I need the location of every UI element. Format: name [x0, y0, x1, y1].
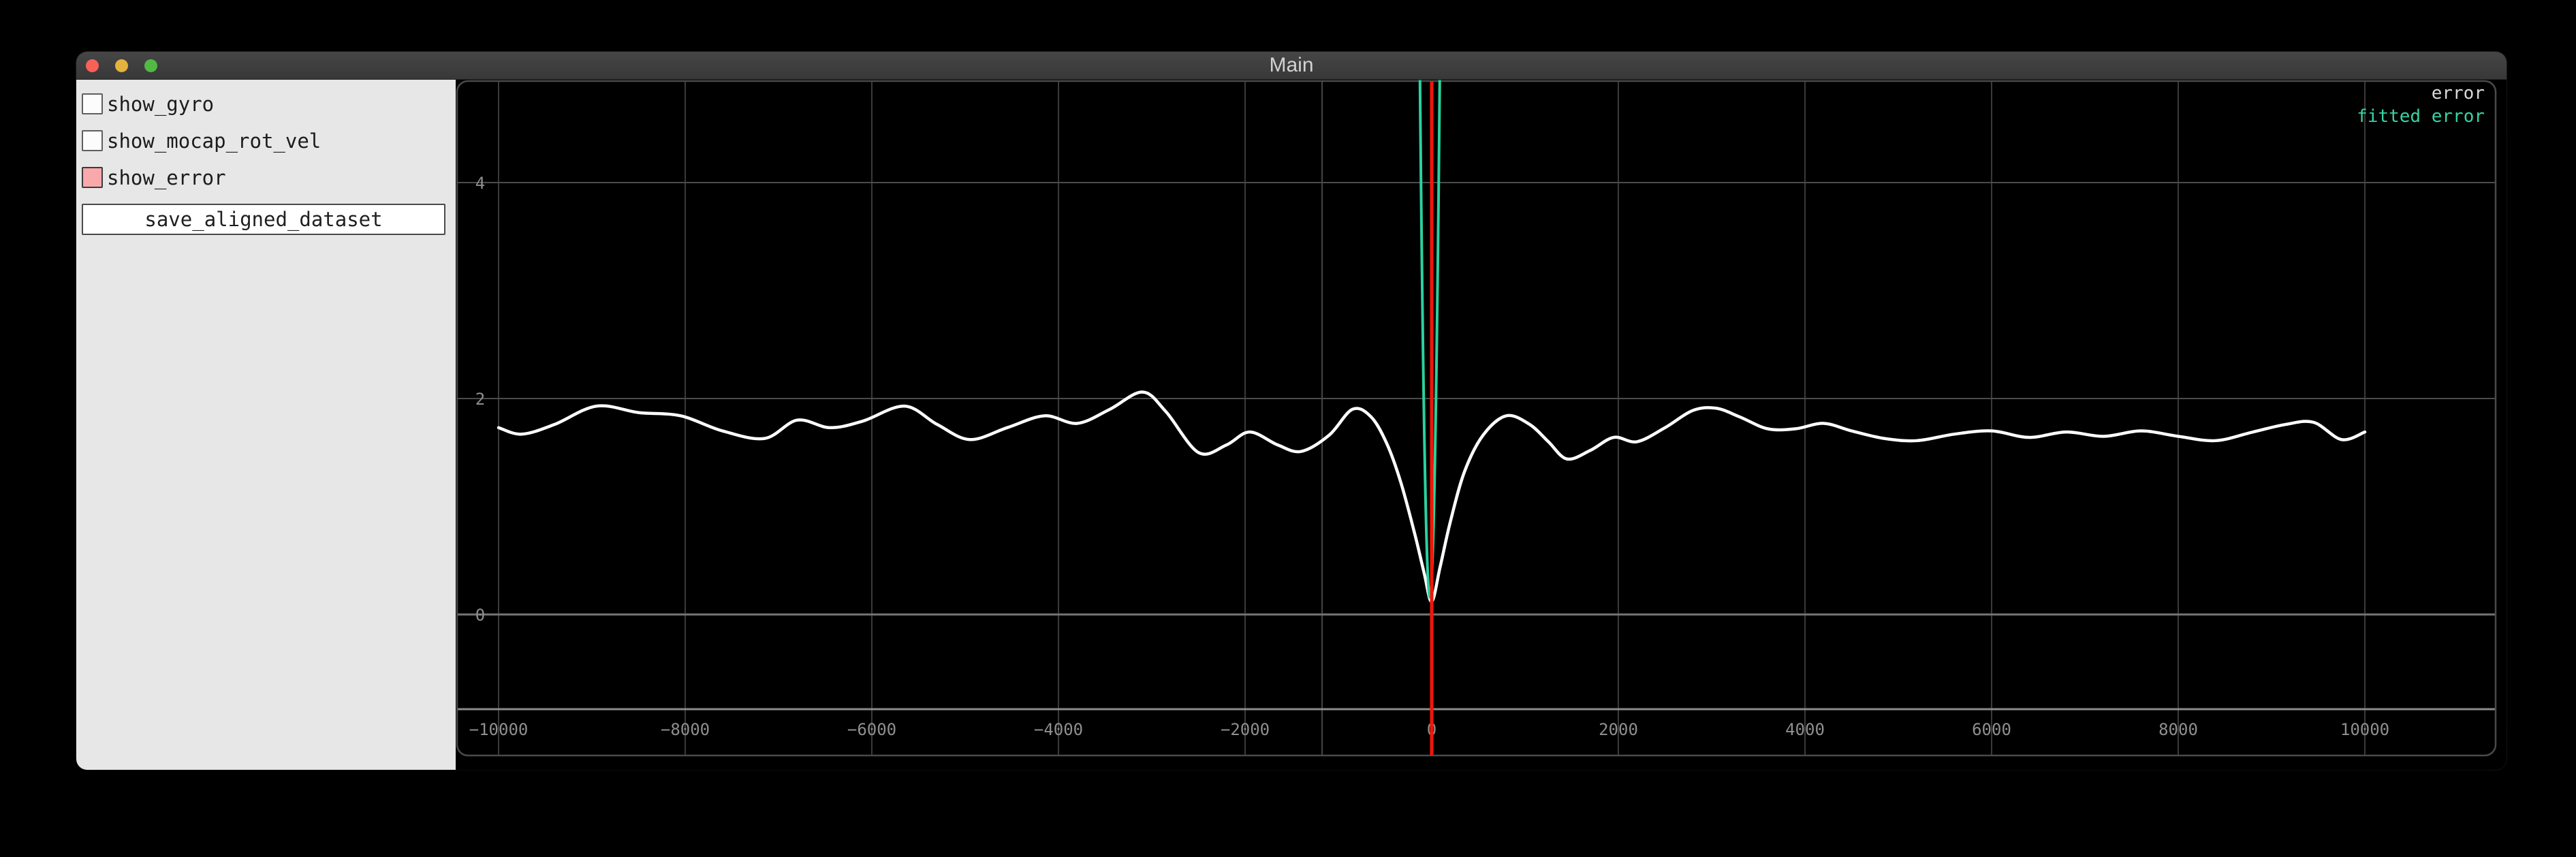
y-tick-label: 4 [475, 174, 485, 193]
checkbox-row-show-error[interactable]: show_error [82, 166, 450, 189]
x-tick-label: −8000 [661, 720, 710, 739]
checkbox-show-gyro[interactable] [82, 93, 103, 114]
window-titlebar[interactable]: Main [76, 52, 2507, 80]
x-tick-label: 10000 [2340, 720, 2389, 739]
legend-item: fitted error [2357, 106, 2485, 127]
checkbox-show-mocap-rot-vel[interactable] [82, 130, 103, 151]
error-chart: −10000 −8000 −6000 −4000 −2000 0 2000 4000 6000 8… [456, 80, 2497, 757]
y-tick-label: 0 [475, 606, 485, 625]
plot-frame [456, 80, 2497, 757]
x-tick-label: −2000 [1221, 720, 1270, 739]
minimize-button[interactable] [115, 59, 128, 72]
x-tick-label: −6000 [847, 720, 896, 739]
x-tick-label: 2000 [1599, 720, 1638, 739]
x-tick-label: −10000 [469, 720, 529, 739]
save-aligned-dataset-button[interactable]: save_aligned_dataset [82, 204, 445, 235]
checkbox-label: show_mocap_rot_vel [107, 129, 321, 153]
traffic-lights [86, 52, 157, 79]
sidebar: show_gyro show_mocap_rot_vel show_error … [76, 80, 456, 770]
x-tick-label: 8000 [2158, 720, 2198, 739]
window-content: show_gyro show_mocap_rot_vel show_error … [76, 80, 2507, 770]
checkbox-row-show-gyro[interactable]: show_gyro [82, 92, 450, 116]
checkbox-label: show_error [107, 166, 226, 189]
y-tick-label: 2 [475, 390, 485, 409]
zoom-button[interactable] [144, 59, 157, 72]
plot-area[interactable]: −10000 −8000 −6000 −4000 −2000 0 2000 4000 6000 8… [456, 80, 2507, 770]
x-tick-label: 4000 [1785, 720, 1825, 739]
checkbox-label: show_gyro [107, 92, 215, 116]
window-title: Main [1269, 54, 1314, 76]
legend-item: error [2432, 83, 2485, 104]
x-tick-label: 6000 [1972, 720, 2011, 739]
x-tick-label: −4000 [1034, 720, 1083, 739]
app-window: Main show_gyro show_mocap_rot_vel show_e… [76, 52, 2507, 770]
checkbox-row-show-mocap-rot-vel[interactable]: show_mocap_rot_vel [82, 129, 450, 153]
close-button[interactable] [86, 59, 99, 72]
checkbox-show-error[interactable] [82, 167, 103, 188]
fitted-error-curve [1418, 80, 1441, 599]
error-curve [497, 390, 2367, 604]
